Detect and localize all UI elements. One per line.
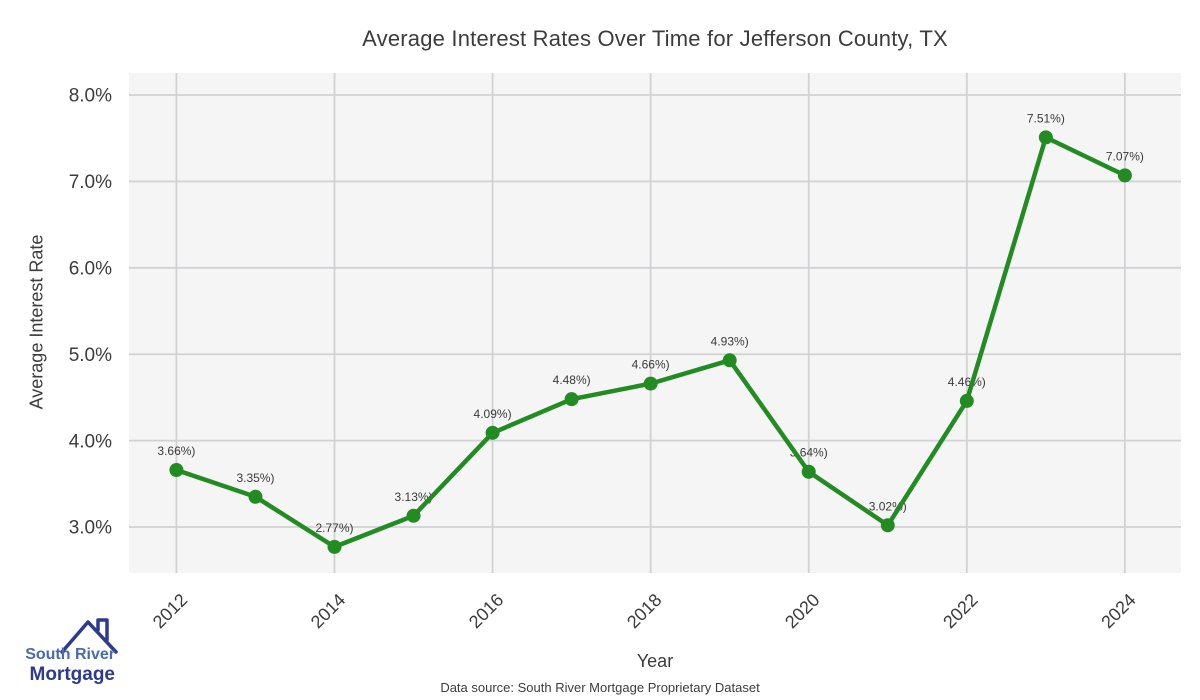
data-point-marker xyxy=(1117,168,1132,183)
x-tick-label: 2012 xyxy=(149,590,191,632)
data-point-label: 3.35%) xyxy=(236,471,274,485)
data-point-label: 4.66%) xyxy=(632,358,670,372)
data-point-marker xyxy=(406,508,421,523)
data-point-label: 3.66%) xyxy=(157,444,195,458)
data-point-label: 2.77%) xyxy=(315,521,353,535)
data-point-label: 4.48%) xyxy=(553,373,591,387)
y-tick-label: 6.0% xyxy=(69,258,112,279)
x-tick-label: 2022 xyxy=(939,590,981,632)
logo-text-south-river: South River xyxy=(25,646,115,663)
plot-background xyxy=(129,73,1181,573)
data-point-marker xyxy=(564,392,579,407)
y-tick-label: 7.0% xyxy=(69,172,112,193)
data-point-label: 4.46%) xyxy=(948,375,986,389)
data-point-marker xyxy=(169,463,184,478)
x-tick-label: 2016 xyxy=(465,590,507,632)
data-point-marker xyxy=(880,518,895,533)
data-point-marker xyxy=(248,489,263,504)
x-axis-title: Year xyxy=(636,651,674,671)
data-point-marker xyxy=(643,376,658,391)
chart-title: Average Interest Rates Over Time for Jef… xyxy=(362,26,948,51)
y-tick-label: 4.0% xyxy=(69,431,112,452)
data-point-marker xyxy=(959,393,974,408)
x-tick-label: 2018 xyxy=(623,590,665,632)
data-point-label: 7.51%) xyxy=(1027,111,1065,125)
data-point-label: 4.09%) xyxy=(474,407,512,421)
y-tick-label: 3.0% xyxy=(69,518,112,539)
data-point-marker xyxy=(327,539,342,554)
data-point-label: 3.13%) xyxy=(395,490,433,504)
y-axis-title: Average Interest Rate xyxy=(26,234,47,410)
data-point-marker xyxy=(801,464,816,479)
data-point-marker xyxy=(1038,130,1053,145)
data-point-marker xyxy=(485,425,500,440)
y-tick-label: 8.0% xyxy=(69,86,112,107)
x-tick-label: 2014 xyxy=(307,590,349,632)
y-tick-label: 5.0% xyxy=(69,345,112,366)
data-point-label: 7.07%) xyxy=(1106,149,1144,163)
x-tick-label: 2024 xyxy=(1097,590,1139,632)
logo-house-icon xyxy=(60,618,118,654)
logo: South River Mortgage xyxy=(20,608,118,688)
data-point-marker xyxy=(722,353,737,368)
x-tick-label: 2020 xyxy=(781,590,823,632)
logo-text-mortgage: Mortgage xyxy=(29,664,116,685)
data-source-note: Data source: South River Mortgage Propri… xyxy=(440,680,760,695)
data-point-label: 4.93%) xyxy=(711,334,749,348)
